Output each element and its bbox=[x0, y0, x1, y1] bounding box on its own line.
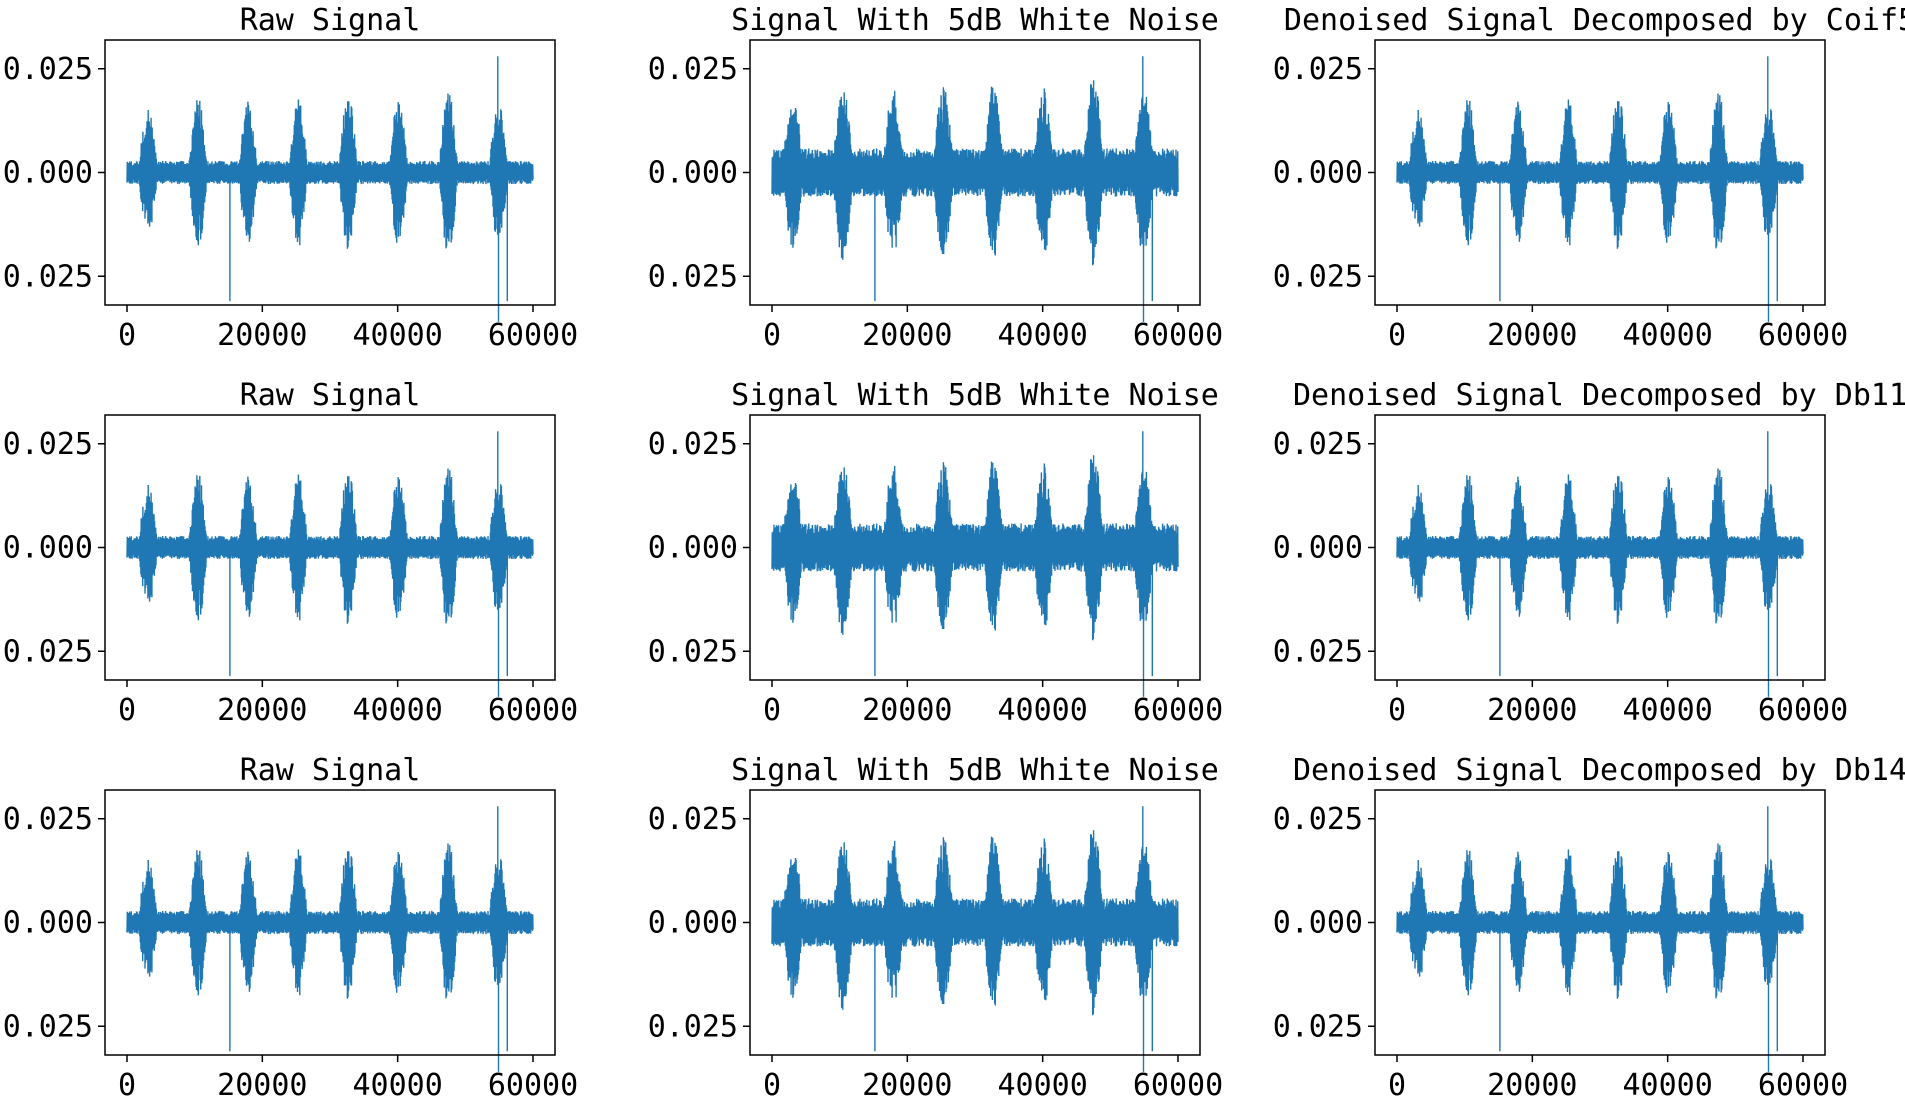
x-tick-label: 60000 bbox=[1133, 693, 1223, 728]
signal-series-line bbox=[1396, 806, 1804, 1072]
subplot-4: Raw Signal 0 20000 40000 60000 0.025 0.000 0.02… bbox=[3, 378, 578, 728]
y-tick-label: 0.000 bbox=[3, 906, 93, 941]
y-tick-label: 0.025 bbox=[1273, 259, 1363, 294]
y-tick-label: 0.025 bbox=[648, 52, 738, 87]
x-tick-label: 20000 bbox=[862, 1068, 952, 1096]
subplot-3: Denoised Signal Decomposed by Coif5 0 2000… bbox=[1273, 3, 1905, 353]
y-tick-label: 0.025 bbox=[1273, 802, 1363, 837]
y-tick-label: 0.025 bbox=[648, 1009, 738, 1044]
y-tick-label: 0.025 bbox=[648, 802, 738, 837]
x-tick-label: 20000 bbox=[1487, 1068, 1577, 1096]
subplot-title-signal-with-5db-white-noise: Signal With 5dB White Noise bbox=[731, 753, 1219, 788]
x-tick-label: 0 bbox=[1388, 693, 1406, 728]
subplot-title-signal-with-5db-white-noise: Signal With 5dB White Noise bbox=[731, 3, 1219, 38]
y-tick-label: 0.025 bbox=[648, 427, 738, 462]
x-tick-label: 0 bbox=[118, 1068, 136, 1096]
x-tick-label: 40000 bbox=[353, 693, 443, 728]
signal-series-line bbox=[771, 56, 1179, 322]
y-tick-label: 0.025 bbox=[1273, 634, 1363, 669]
y-tick-label: 0.000 bbox=[648, 531, 738, 566]
subplot-9: Denoised Signal Decomposed by Db14 0 20000… bbox=[1273, 753, 1905, 1096]
x-tick-label: 0 bbox=[1388, 318, 1406, 353]
y-tick-label: 0.000 bbox=[1273, 156, 1363, 191]
x-tick-label: 40000 bbox=[1623, 693, 1713, 728]
x-tick-label: 0 bbox=[763, 318, 781, 353]
x-tick-label: 20000 bbox=[217, 693, 307, 728]
signal-series-line bbox=[126, 431, 534, 697]
signal-series-line bbox=[126, 806, 534, 1072]
y-tick-label: 0.025 bbox=[3, 802, 93, 837]
x-tick-label: 40000 bbox=[1623, 318, 1713, 353]
signal-series-line bbox=[771, 431, 1179, 697]
y-tick-label: 0.025 bbox=[1273, 1009, 1363, 1044]
x-tick-label: 20000 bbox=[1487, 318, 1577, 353]
subplot-title-signal-with-5db-white-noise: Signal With 5dB White Noise bbox=[731, 378, 1219, 413]
subplot-title-denoised-signal-decomposed-by-db14: Denoised Signal Decomposed by Db14 bbox=[1293, 753, 1905, 788]
subplot-title-denoised-signal-decomposed-by-db11: Denoised Signal Decomposed by Db11 bbox=[1293, 378, 1905, 413]
y-tick-label: 0.025 bbox=[1273, 427, 1363, 462]
signal-series-line bbox=[771, 806, 1179, 1072]
signal-series-line bbox=[1396, 431, 1804, 697]
y-tick-label: 0.025 bbox=[3, 634, 93, 669]
x-tick-label: 60000 bbox=[1758, 693, 1848, 728]
x-tick-label: 20000 bbox=[862, 693, 952, 728]
y-tick-label: 0.025 bbox=[3, 1009, 93, 1044]
subplot-2: Signal With 5dB White Noise 0 20000 40000 60… bbox=[648, 3, 1223, 353]
x-tick-label: 60000 bbox=[1133, 1068, 1223, 1096]
y-tick-label: 0.025 bbox=[648, 259, 738, 294]
x-tick-label: 40000 bbox=[1623, 1068, 1713, 1096]
subplot-1: Raw Signal 0 20000 40000 60000 0.025 0.000 0.02… bbox=[3, 3, 578, 353]
subplot-7: Raw Signal 0 20000 40000 60000 0.025 0.000 0.02… bbox=[3, 753, 578, 1096]
y-tick-label: 0.000 bbox=[1273, 531, 1363, 566]
x-tick-label: 40000 bbox=[353, 318, 443, 353]
subplot-title-raw-signal: Raw Signal bbox=[240, 378, 421, 413]
x-tick-label: 0 bbox=[118, 318, 136, 353]
x-tick-label: 20000 bbox=[217, 1068, 307, 1096]
x-tick-label: 60000 bbox=[1758, 1068, 1848, 1096]
y-tick-label: 0.000 bbox=[648, 906, 738, 941]
x-tick-label: 60000 bbox=[1758, 318, 1848, 353]
x-tick-label: 40000 bbox=[998, 318, 1088, 353]
x-tick-label: 40000 bbox=[998, 693, 1088, 728]
subplot-8: Signal With 5dB White Noise 0 20000 40000 60… bbox=[648, 753, 1223, 1096]
y-tick-label: 0.025 bbox=[648, 634, 738, 669]
subplot-title-raw-signal: Raw Signal bbox=[240, 3, 421, 38]
y-tick-label: 0.025 bbox=[3, 427, 93, 462]
x-tick-label: 40000 bbox=[353, 1068, 443, 1096]
subplot-title-raw-signal: Raw Signal bbox=[240, 753, 421, 788]
x-tick-label: 20000 bbox=[217, 318, 307, 353]
x-tick-label: 60000 bbox=[488, 693, 578, 728]
x-tick-label: 0 bbox=[763, 1068, 781, 1096]
subplot-title-denoised-signal-decomposed-by-coif5: Denoised Signal Decomposed by Coif5 bbox=[1284, 3, 1905, 38]
y-tick-label: 0.000 bbox=[3, 156, 93, 191]
y-tick-label: 0.000 bbox=[3, 531, 93, 566]
y-tick-label: 0.025 bbox=[1273, 52, 1363, 87]
x-tick-label: 20000 bbox=[862, 318, 952, 353]
x-tick-label: 60000 bbox=[1133, 318, 1223, 353]
x-tick-label: 20000 bbox=[1487, 693, 1577, 728]
subplot-5: Signal With 5dB White Noise 0 20000 40000 60… bbox=[648, 378, 1223, 728]
x-tick-label: 0 bbox=[763, 693, 781, 728]
y-tick-label: 0.000 bbox=[648, 156, 738, 191]
x-tick-label: 40000 bbox=[998, 1068, 1088, 1096]
x-tick-label: 60000 bbox=[488, 318, 578, 353]
x-tick-label: 0 bbox=[1388, 1068, 1406, 1096]
y-tick-label: 0.000 bbox=[1273, 906, 1363, 941]
signal-series-line bbox=[126, 56, 534, 322]
x-tick-label: 60000 bbox=[488, 1068, 578, 1096]
y-tick-label: 0.025 bbox=[3, 259, 93, 294]
y-tick-label: 0.025 bbox=[3, 52, 93, 87]
x-tick-label: 0 bbox=[118, 693, 136, 728]
subplot-6: Denoised Signal Decomposed by Db11 0 20000… bbox=[1273, 378, 1905, 728]
signal-series-line bbox=[1396, 56, 1804, 322]
